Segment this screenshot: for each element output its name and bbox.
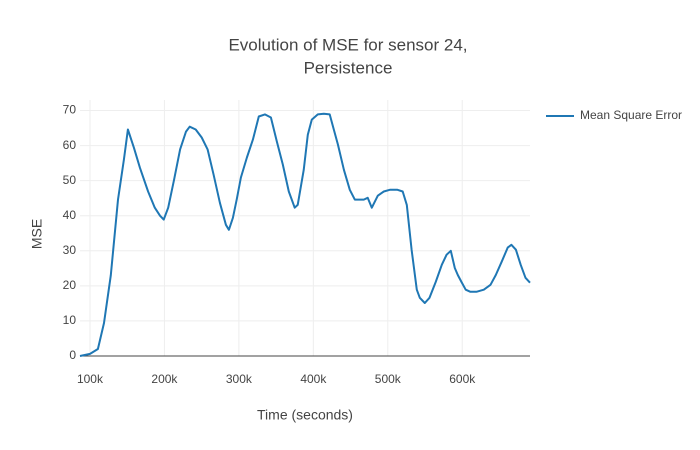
y-tick-label: 50 (63, 173, 77, 187)
y-tick-label: 40 (63, 208, 77, 222)
data-line (79, 112, 531, 357)
x-tick-label: 100k (77, 372, 104, 386)
y-tick-label: 20 (63, 278, 77, 292)
x-tick-label: 600k (449, 372, 476, 386)
y-tick-label: 10 (63, 313, 77, 327)
y-tick-label: 60 (63, 138, 77, 152)
x-tick-label: 300k (226, 372, 253, 386)
y-tick-label: 30 (63, 243, 77, 257)
y-tick-label: 0 (69, 348, 76, 362)
x-axis-title: Time (seconds) (257, 407, 353, 423)
legend-label: Mean Square Error (580, 108, 682, 122)
chart-title: Evolution of MSE for sensor 24, (228, 35, 467, 54)
x-tick-label: 200k (151, 372, 178, 386)
y-axis-title: MSE (29, 219, 45, 249)
chart-title: Persistence (304, 58, 393, 77)
x-tick-label: 400k (300, 372, 327, 386)
y-tick-label: 70 (63, 103, 77, 117)
x-tick-label: 500k (375, 372, 402, 386)
